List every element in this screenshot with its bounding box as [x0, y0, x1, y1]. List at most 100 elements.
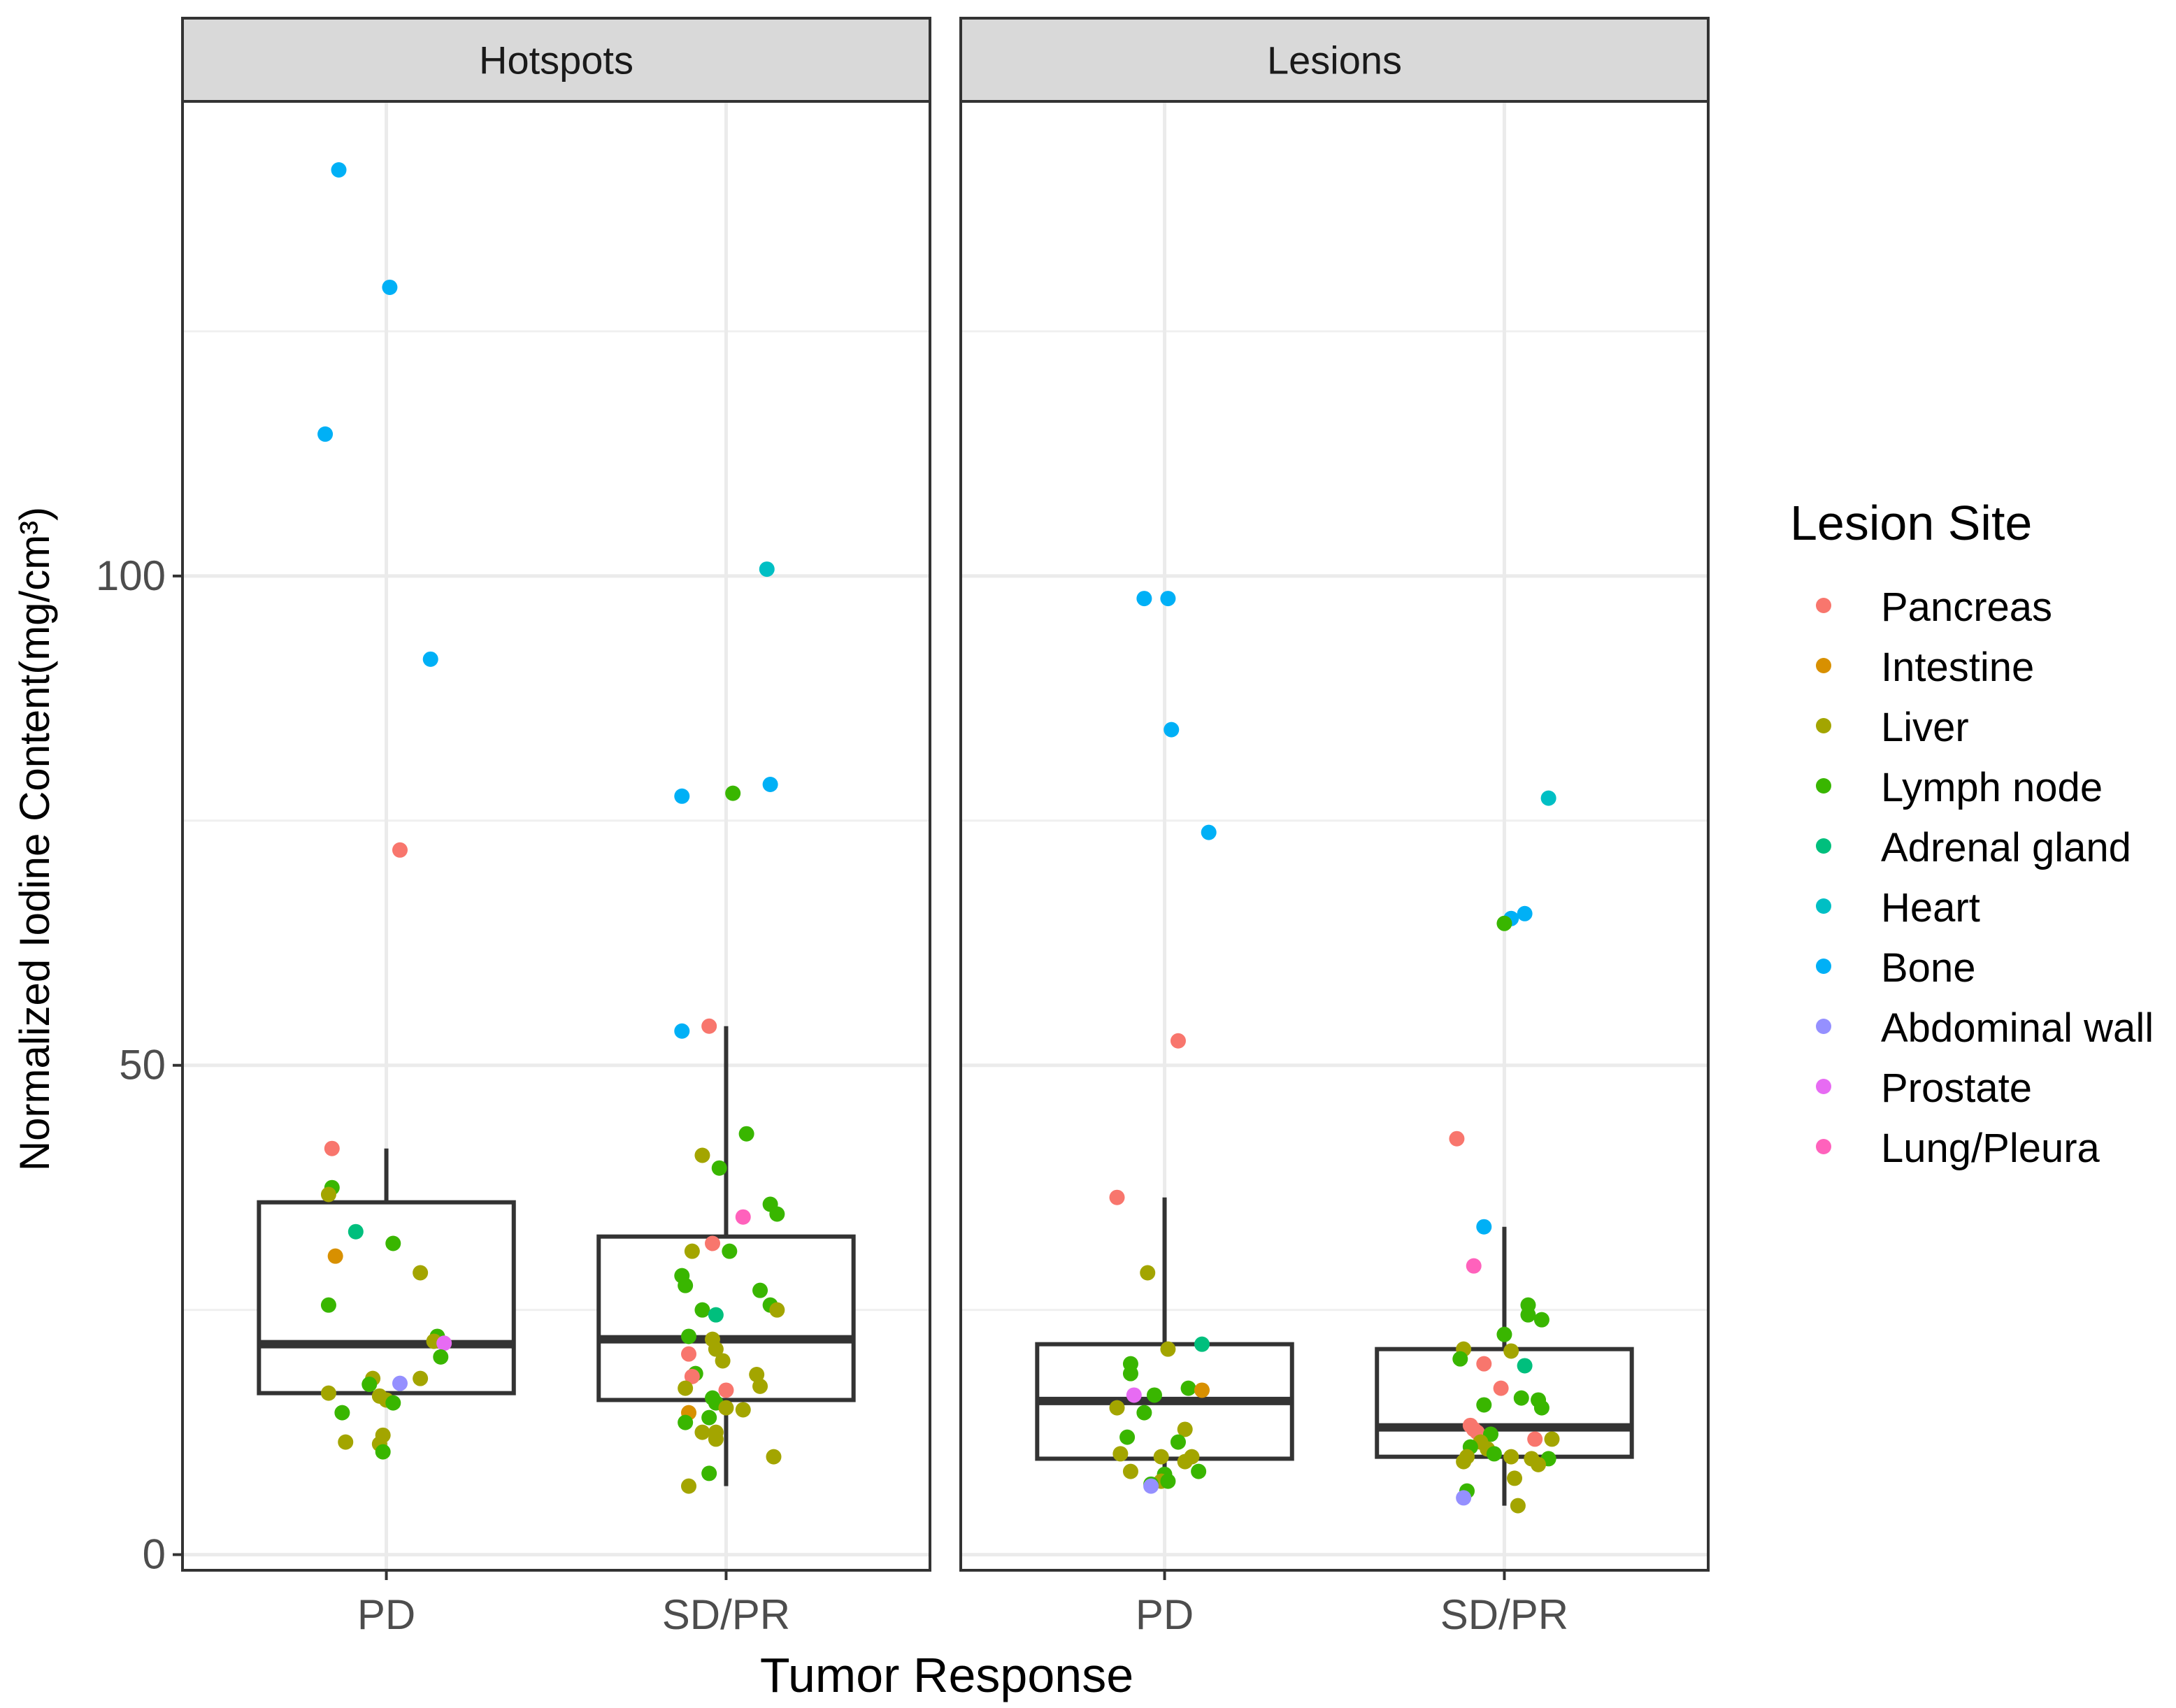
legend-label: Prostate: [1881, 1065, 2032, 1111]
data-point-liver: [694, 1147, 710, 1163]
data-point-lymph-node: [1476, 1397, 1492, 1413]
data-point-lymph-node: [375, 1444, 391, 1460]
data-point-pancreas: [1476, 1356, 1492, 1372]
data-point-pancreas: [718, 1382, 734, 1398]
box-body: [1375, 1347, 1634, 1459]
data-point-lymph-node: [1146, 1387, 1162, 1403]
data-point-lymph-node: [1452, 1351, 1468, 1367]
data-point-pancreas: [324, 1140, 340, 1156]
data-point-lymph-node: [678, 1414, 694, 1430]
data-point-lymph-node: [1533, 1312, 1549, 1328]
x-tick-label: SD/PR: [1440, 1591, 1568, 1638]
data-point-liver: [320, 1385, 336, 1401]
legend-item-prostate: Prostate: [1816, 1065, 2032, 1111]
data-point-intestine: [327, 1248, 343, 1264]
points-lesions: [1109, 591, 1560, 1514]
data-point-adrenal-gland: [348, 1223, 364, 1240]
legend-item-pancreas: Pancreas: [1816, 584, 2052, 630]
data-point-liver: [1160, 1341, 1176, 1357]
data-point-adrenal-gland: [708, 1307, 724, 1323]
legend-swatch: [1816, 778, 1831, 794]
data-point-liver: [1510, 1498, 1526, 1514]
data-point-lymph-node: [1119, 1429, 1136, 1445]
data-point-liver: [413, 1370, 429, 1386]
data-point-lymph-node: [1122, 1365, 1138, 1382]
legend-label: Lung/Pleura: [1881, 1126, 2100, 1171]
data-point-liver: [1140, 1265, 1156, 1281]
panel-background: [961, 101, 1708, 1570]
data-point-bone: [382, 279, 398, 295]
facet-strip: [181, 17, 931, 103]
legend-label: Adrenal gland: [1881, 825, 2131, 870]
data-point-lymph-node: [725, 785, 741, 801]
data-point-heart: [759, 561, 775, 577]
data-point-lymph-node: [701, 1409, 717, 1426]
data-point-bone: [762, 777, 778, 793]
data-point-lung-pleura: [1466, 1258, 1482, 1274]
data-point-liver: [694, 1424, 710, 1440]
data-point-liver: [715, 1353, 731, 1369]
facet-strip-label: Lesions: [1267, 38, 1402, 82]
data-point-liver: [1153, 1449, 1169, 1465]
legend-swatch: [1816, 1079, 1831, 1094]
legend-item-lung-pleura: Lung/Pleura: [1816, 1126, 2100, 1171]
data-point-liver: [1177, 1454, 1193, 1470]
box-sd-pr: [596, 1026, 856, 1486]
legend-item-lymph-node: Lymph node: [1816, 765, 2103, 810]
data-point-bone: [1201, 824, 1217, 840]
data-point-liver: [413, 1265, 429, 1281]
data-point-lymph-node: [433, 1349, 449, 1365]
data-point-pancreas: [1493, 1380, 1509, 1396]
data-point-lymph-node: [769, 1206, 785, 1222]
legend-label: Intestine: [1881, 645, 2034, 690]
x-tick-label: PD: [1136, 1591, 1194, 1638]
data-point-lymph-node: [1513, 1390, 1529, 1406]
data-point-lymph-node: [1496, 1326, 1512, 1342]
legend-label: Liver: [1881, 705, 1969, 750]
data-point-liver: [1177, 1421, 1193, 1437]
legend-swatch: [1816, 959, 1831, 974]
data-point-lymph-node: [1533, 1400, 1549, 1416]
legend-swatch: [1816, 1139, 1831, 1154]
data-point-lymph-node: [1160, 1473, 1176, 1489]
legend: Lesion Site Pancreas Intestine Liver Lymph …: [1790, 496, 2154, 1171]
data-point-bone: [674, 788, 690, 804]
data-point-lymph-node: [1496, 915, 1512, 931]
data-point-lymph-node: [1136, 1405, 1152, 1421]
facets-layer: Hotspots Lesions: [181, 17, 1710, 1572]
data-point-liver: [749, 1367, 765, 1383]
panel-hotspots: Hotspots: [181, 17, 931, 1572]
y-tick-label: 100: [96, 552, 166, 599]
data-point-lymph-node: [1486, 1446, 1502, 1462]
data-point-liver: [1122, 1463, 1138, 1479]
data-point-lymph-node: [1520, 1307, 1536, 1323]
box-pd: [257, 1148, 516, 1395]
points-hotspots: [317, 162, 785, 1494]
data-point-lymph-node: [681, 1328, 697, 1344]
legend-label: Pancreas: [1881, 584, 2052, 630]
data-point-lymph-node: [1191, 1463, 1207, 1479]
data-point-liver: [735, 1402, 751, 1418]
data-point-liver: [684, 1243, 700, 1259]
axes-layer: PD SD/PR PD SD/PR 0 50 100: [96, 552, 1568, 1638]
data-point-heart: [1540, 790, 1556, 806]
legend-swatch: [1816, 658, 1831, 673]
data-point-lung-pleura: [735, 1209, 751, 1225]
legend-label: Bone: [1881, 945, 1975, 991]
x-tick-label: SD/PR: [662, 1591, 790, 1638]
legend-item-bone: Bone: [1816, 945, 1975, 991]
legend-item-heart: Heart: [1816, 885, 1980, 931]
data-point-liver: [1531, 1456, 1547, 1472]
data-point-intestine: [1194, 1382, 1210, 1398]
data-point-liver: [320, 1186, 336, 1203]
box-body: [596, 1234, 856, 1402]
legend-swatch: [1816, 718, 1831, 733]
legend-item-liver: Liver: [1816, 705, 1969, 750]
data-point-lymph-node: [1170, 1434, 1186, 1450]
y-tick-label: 50: [119, 1042, 166, 1089]
facet-strip: [959, 17, 1710, 103]
data-point-lymph-node: [752, 1282, 768, 1298]
data-point-lymph-node: [722, 1243, 738, 1259]
data-point-bone: [331, 162, 347, 178]
